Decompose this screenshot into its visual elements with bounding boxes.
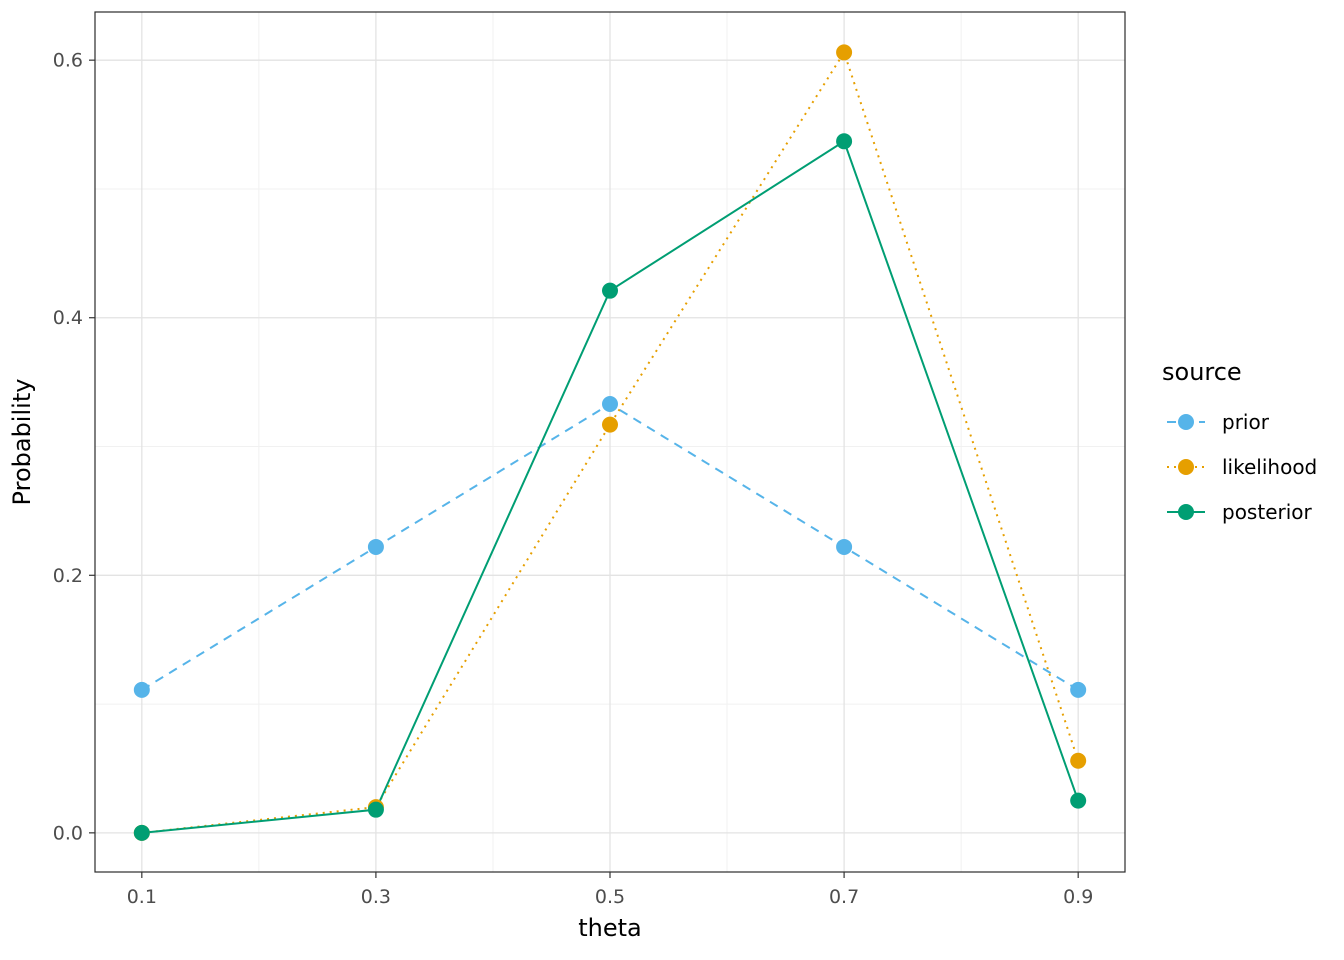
y-tick-label: 0.2 <box>53 565 83 587</box>
legend-title: source <box>1162 358 1242 386</box>
x-tick-label: 0.3 <box>361 886 391 908</box>
point-likelihood <box>602 416 618 433</box>
legend-key-point-prior <box>1178 414 1194 430</box>
point-posterior <box>367 801 384 818</box>
point-posterior <box>1070 792 1087 809</box>
point-prior <box>1070 681 1087 698</box>
point-prior <box>836 538 853 555</box>
legend-key-point-likelihood <box>1178 459 1194 475</box>
legend-label-posterior: posterior <box>1222 500 1313 524</box>
point-prior <box>133 681 150 698</box>
x-tick-label: 0.7 <box>829 886 859 908</box>
y-tick-label: 0.6 <box>53 50 83 72</box>
point-prior <box>602 396 618 413</box>
y-tick-label: 0.4 <box>53 307 83 329</box>
legend-label-likelihood: likelihood <box>1222 455 1317 479</box>
point-posterior <box>133 824 150 841</box>
x-tick-label: 0.1 <box>127 886 157 908</box>
point-prior <box>367 538 384 555</box>
x-axis-title: theta <box>578 914 642 942</box>
y-axis-title: Probability <box>8 379 36 506</box>
point-posterior <box>602 282 618 299</box>
x-tick-label: 0.5 <box>595 886 625 908</box>
point-likelihood <box>836 44 853 61</box>
point-likelihood <box>1070 752 1087 769</box>
legend-key-point-posterior <box>1178 504 1194 520</box>
point-posterior <box>836 133 853 150</box>
y-tick-label: 0.0 <box>53 822 83 844</box>
legend-label-prior: prior <box>1222 410 1270 434</box>
series-line-likelihood <box>141 50 1080 834</box>
x-tick-label: 0.9 <box>1063 886 1093 908</box>
